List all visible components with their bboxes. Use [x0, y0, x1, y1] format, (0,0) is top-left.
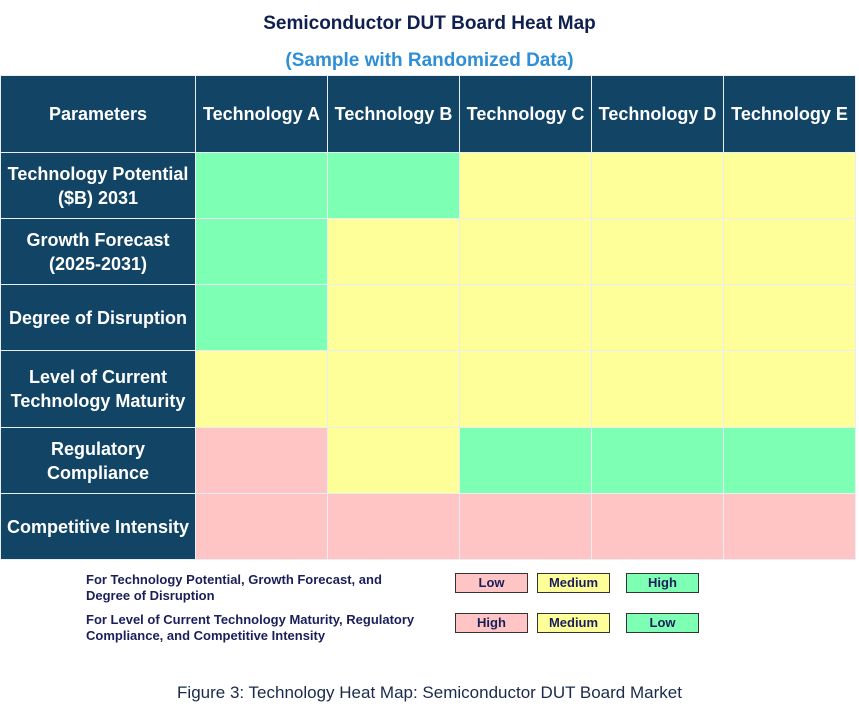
heatmap-cell: [459, 152, 592, 219]
heatmap-cell: [327, 218, 460, 285]
row-label: Growth Forecast (2025-2031): [0, 218, 196, 285]
table-row: Degree of Disruption: [0, 284, 856, 351]
heatmap-cell: [723, 218, 856, 285]
legend-key: Low: [626, 613, 699, 633]
column-header-parameters: Parameters: [0, 75, 196, 153]
table-row: Technology Potential ($B) 2031: [0, 152, 856, 219]
heatmap-cell: [591, 350, 724, 428]
heatmap-cell: [723, 493, 856, 560]
legend-key: High: [626, 573, 699, 593]
legend-text: For Level of Current Technology Maturity…: [86, 612, 415, 643]
heatmap-cell: [327, 350, 460, 428]
figure-caption: Figure 3: Technology Heat Map: Semicondu…: [177, 683, 682, 702]
heatmap-cell: [459, 284, 592, 351]
heatmap-cell: [723, 152, 856, 219]
legend-text: For Technology Potential, Growth Forecas…: [86, 572, 382, 603]
heatmap-cell: [327, 152, 460, 219]
row-label: Regulatory Compliance: [0, 427, 196, 494]
row-label: Level of Current Technology Maturity: [0, 350, 196, 428]
heatmap-cell: [195, 218, 328, 285]
heatmap-cell: [591, 493, 724, 560]
column-header: Technology C: [459, 75, 592, 153]
heatmap-cell: [723, 350, 856, 428]
legend-key: Medium: [537, 613, 610, 633]
legend-key: Low: [455, 573, 528, 593]
column-header: Technology E: [723, 75, 856, 153]
heatmap-cell: [591, 152, 724, 219]
heatmap-cell: [195, 493, 328, 560]
column-header: Technology D: [591, 75, 724, 153]
heatmap-cell: [591, 284, 724, 351]
heatmap-cell: [459, 218, 592, 285]
legend-key: High: [455, 613, 528, 633]
chart-subtitle: (Sample with Randomized Data): [285, 50, 574, 71]
heatmap-cell: [459, 427, 592, 494]
heatmap-cell: [459, 493, 592, 560]
heatmap-cell: [459, 350, 592, 428]
chart-title: Semiconductor DUT Board Heat Map: [263, 13, 596, 34]
heatmap-cell: [195, 427, 328, 494]
row-label: Competitive Intensity: [0, 493, 196, 560]
heatmap-cell: [591, 218, 724, 285]
table-row: Regulatory Compliance: [0, 427, 856, 494]
heatmap-cell: [195, 152, 328, 219]
row-label: Technology Potential ($B) 2031: [0, 152, 196, 219]
table-row: Competitive Intensity: [0, 493, 856, 560]
table-row: Level of Current Technology Maturity: [0, 350, 856, 428]
heatmap-cell: [327, 427, 460, 494]
heatmap-cell: [327, 284, 460, 351]
table-row: Growth Forecast (2025-2031): [0, 218, 856, 285]
row-label: Degree of Disruption: [0, 284, 196, 351]
heatmap-cell: [195, 350, 328, 428]
heatmap-table: Parameters Technology A Technology B Techno…: [0, 75, 856, 560]
column-header: Technology B: [327, 75, 460, 153]
heatmap-cell: [327, 493, 460, 560]
heatmap-cell: [723, 284, 856, 351]
heatmap-cell: [195, 284, 328, 351]
heatmap-cell: [723, 427, 856, 494]
legend-key: Medium: [537, 573, 610, 593]
column-header: Technology A: [195, 75, 328, 153]
heatmap-cell: [591, 427, 724, 494]
